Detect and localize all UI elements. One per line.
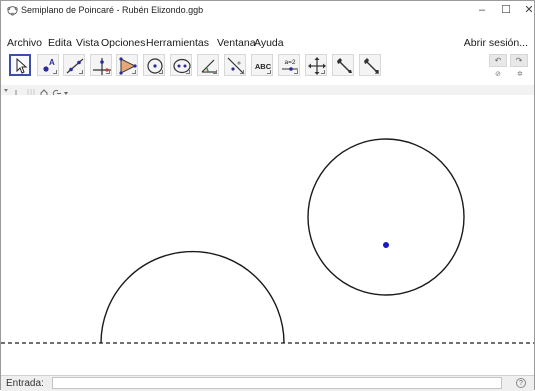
line-icon <box>66 58 84 74</box>
tool-point[interactable]: A <box>37 54 59 76</box>
geogebra-app-icon <box>7 6 18 16</box>
circle-center-point[interactable] <box>383 242 389 248</box>
wrench-tool-icon <box>337 58 352 73</box>
dropdown-arrow-icon <box>64 92 68 95</box>
tool-reflect[interactable] <box>224 54 246 76</box>
semicircle-geodesic[interactable] <box>100 250 285 344</box>
minimize-button[interactable]: – <box>478 4 486 16</box>
menu-vista[interactable]: Vista <box>76 37 100 49</box>
point-tool-label: A <box>49 58 55 67</box>
slider-tool-label: a=2 <box>284 59 295 66</box>
input-label: Entrada: <box>6 378 44 389</box>
slider-icon: a=2 <box>282 59 298 71</box>
wrench-tool-icon <box>364 58 379 73</box>
undo-button[interactable]: ↶ <box>489 54 507 67</box>
polygon-icon <box>119 57 137 75</box>
text-tool-label: ABC <box>255 62 272 71</box>
tool-move[interactable] <box>9 54 31 76</box>
move-arrow-icon <box>16 57 28 74</box>
maximize-button[interactable]: ☐ <box>501 4 511 16</box>
ellipse-icon <box>173 58 191 74</box>
help-circle-icon[interactable]: ⊘ <box>495 71 501 78</box>
collapse-triangle-icon <box>4 89 8 92</box>
menu-ventana[interactable]: Ventana <box>217 37 256 49</box>
menu-herramientas[interactable]: Herramientas <box>146 37 210 49</box>
tool-slider[interactable]: a=2 <box>278 54 300 76</box>
geometry-canvas[interactable] <box>1 95 534 373</box>
input-field[interactable] <box>52 377 502 389</box>
input-help-icon[interactable]: ? <box>516 378 526 388</box>
perpendicular-line-icon <box>93 58 111 75</box>
tool-wrench-1[interactable] <box>332 54 354 76</box>
tool-text[interactable]: ABC <box>251 54 273 76</box>
tool-line[interactable] <box>63 54 85 76</box>
tool-angle[interactable] <box>197 54 219 76</box>
input-bar: Entrada: ? <box>1 375 534 391</box>
menu-edita[interactable]: Edita <box>48 37 72 49</box>
menu-opciones[interactable]: Opciones <box>101 37 146 49</box>
circle-center-point-icon <box>147 58 163 74</box>
tool-circle[interactable] <box>143 54 165 76</box>
graphics-view[interactable] <box>1 95 534 373</box>
window-title: Semiplano de Poincaré - Rubén Elizondo.g… <box>21 5 204 15</box>
tool-move-graphics[interactable] <box>305 54 327 76</box>
sign-in-link[interactable]: Abrir sesión... <box>463 37 528 49</box>
settings-gear-icon[interactable]: ✲ <box>517 71 523 78</box>
angle-icon <box>201 59 216 73</box>
tool-polygon[interactable] <box>116 54 138 76</box>
tool-perpendicular[interactable] <box>90 54 112 76</box>
title-bar: Semiplano de Poincaré - Rubén Elizondo.g… <box>1 1 534 20</box>
redo-button[interactable]: ↷ <box>510 54 528 67</box>
close-button[interactable]: ✕ <box>524 4 534 16</box>
tool-ellipse[interactable] <box>170 54 192 76</box>
tool-wrench-2[interactable] <box>359 54 381 76</box>
point-icon: A <box>43 58 55 72</box>
text-icon: ABC <box>255 62 272 71</box>
move-graphics-view-icon <box>308 57 326 75</box>
hyperbolic-circle[interactable] <box>307 138 465 296</box>
menu-ayuda[interactable]: Ayuda <box>254 37 284 49</box>
reflect-icon <box>227 57 245 75</box>
menu-archivo[interactable]: Archivo <box>7 37 43 49</box>
